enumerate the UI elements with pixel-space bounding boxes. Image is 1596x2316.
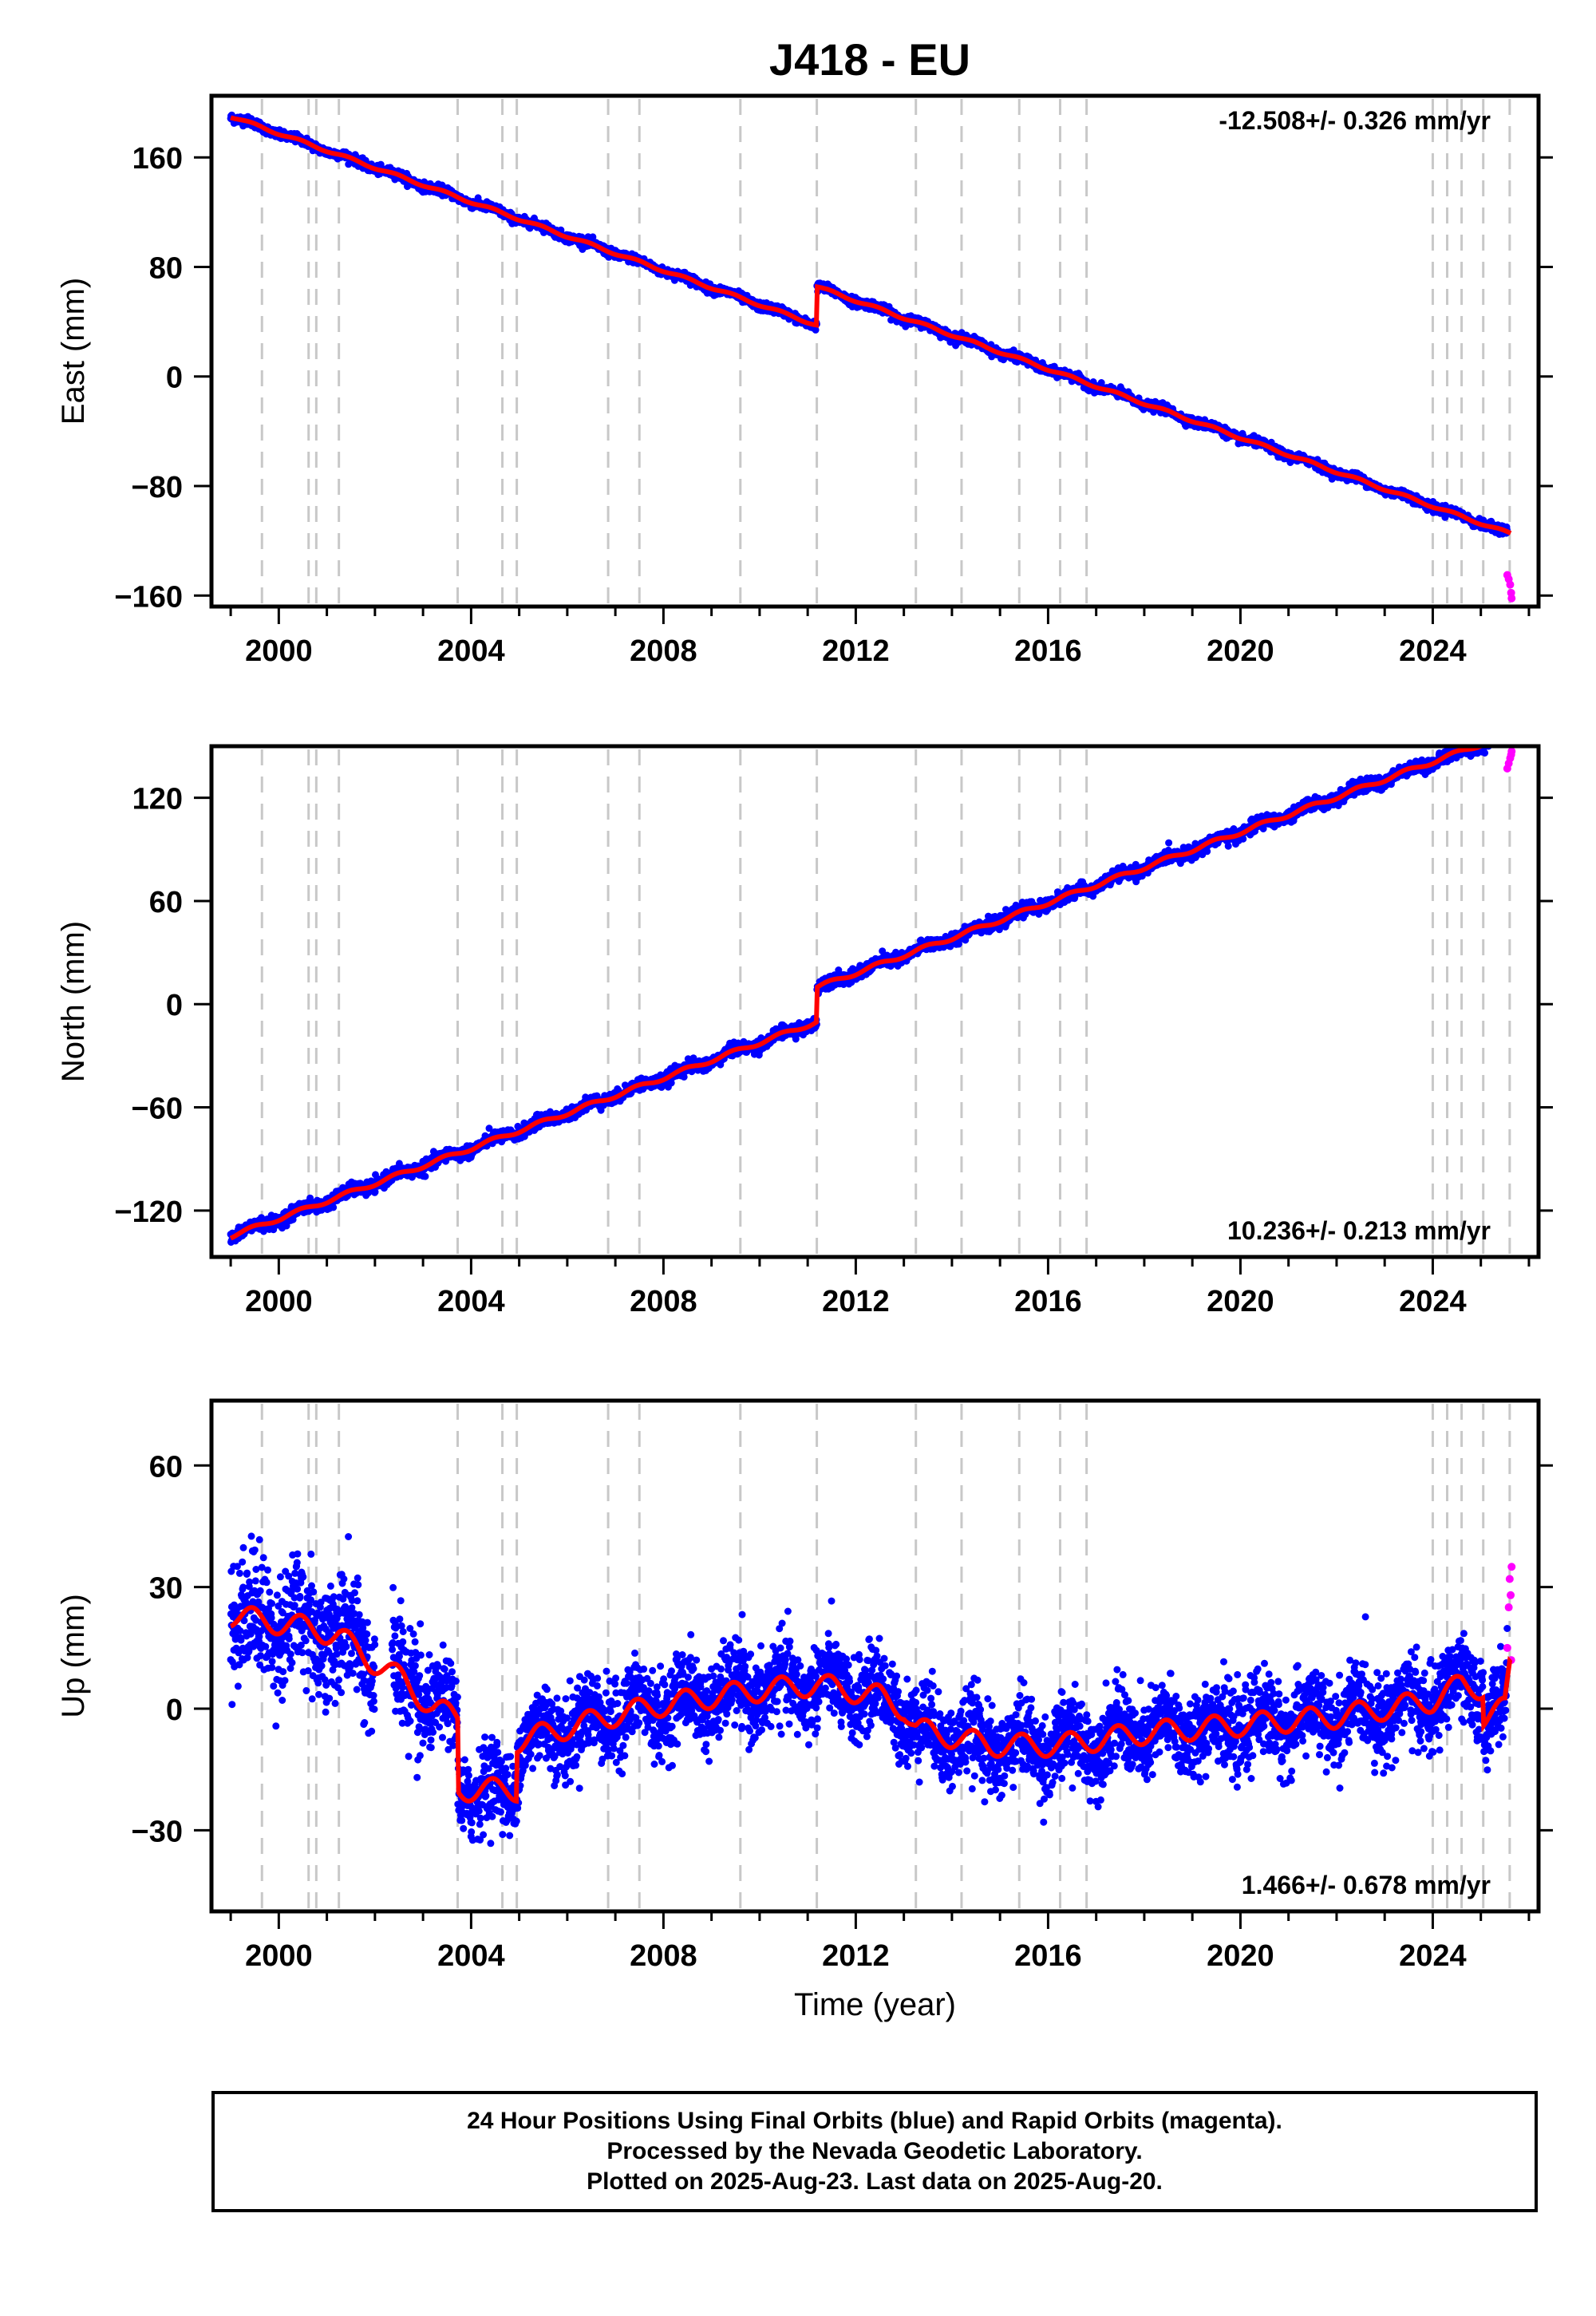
plot-frame — [209, 744, 1541, 1259]
model-line — [230, 1605, 1513, 1804]
x-tick-label: 2016 — [1014, 1939, 1082, 1973]
x-tick-label: 2016 — [1014, 1285, 1082, 1318]
plot-frame — [209, 93, 1541, 609]
footer-line-3: Plotted on 2025-Aug-23. Last data on 202… — [587, 2168, 1163, 2195]
x-tick-label: 2012 — [822, 1939, 890, 1973]
x-tick-label: 2004 — [437, 1285, 505, 1318]
x-tick-label: 2008 — [630, 634, 697, 668]
y-tick-label: −80 — [132, 471, 183, 504]
y-axis-label: East (mm) — [56, 278, 91, 425]
y-tick-label: −30 — [132, 1815, 183, 1848]
rate-annotation: 1.466+/- 0.678 mm/yr — [1242, 1871, 1491, 1899]
x-tick-label: 2000 — [245, 634, 313, 668]
x-tick-label: 2004 — [437, 634, 505, 668]
panel-north: 2000 2004 2008 2012 2016 2020 2024 −120 −60 0 60 12… — [56, 744, 1553, 1318]
panel-up: 2000 2004 2008 2012 2016 2020 2024 −30 0 30 60 Up (… — [56, 1398, 1553, 2022]
model-line — [229, 746, 1487, 1241]
y-tick-label: 0 — [166, 1694, 183, 1727]
y-tick-label: 0 — [166, 989, 183, 1022]
x-tick-label: 2020 — [1207, 1939, 1274, 1973]
rapid-orbit-point — [1507, 1591, 1515, 1599]
y-tick-label: 0 — [166, 362, 183, 395]
y-tick-label: 60 — [149, 1450, 183, 1484]
y-axis-label: Up (mm) — [56, 1594, 91, 1718]
rapid-orbit-point — [1504, 1603, 1513, 1612]
panel-east: 2000 2004 2008 2012 2016 2020 2024 −160 −80 0 80 16… — [56, 93, 1553, 668]
rapid-orbit-point — [1505, 1575, 1514, 1583]
x-tick-label: 2024 — [1399, 634, 1467, 668]
x-axis-label: Time (year) — [794, 1987, 956, 2022]
y-tick-label: −60 — [132, 1093, 183, 1126]
x-tick-label: 2024 — [1399, 1285, 1467, 1318]
x-tick-label: 2012 — [822, 1285, 890, 1318]
y-tick-label: 160 — [132, 142, 183, 176]
x-tick-label: 2008 — [630, 1939, 697, 1973]
y-tick-label: 120 — [132, 783, 183, 816]
x-tick-label: 2024 — [1399, 1939, 1467, 1973]
rate-annotation: 10.236+/- 0.213 mm/yr — [1227, 1216, 1491, 1245]
rapid-orbit-point — [1506, 580, 1515, 589]
footer-line-2: Processed by the Nevada Geodetic Laborat… — [606, 2138, 1143, 2164]
y-tick-label: −160 — [114, 580, 183, 614]
y-tick-label: 60 — [149, 886, 183, 919]
rapid-orbit-point — [1507, 747, 1516, 756]
model-line — [230, 115, 1512, 536]
y-tick-label: 30 — [149, 1572, 183, 1606]
x-tick-label: 2000 — [245, 1285, 313, 1318]
rate-annotation: -12.508+/- 0.326 mm/yr — [1219, 106, 1491, 135]
y-tick-label: 80 — [149, 251, 183, 285]
x-tick-label: 2020 — [1207, 634, 1274, 668]
x-tick-label: 2012 — [822, 634, 890, 668]
rapid-orbit-point — [1507, 594, 1516, 603]
y-axis-label: North (mm) — [56, 921, 91, 1082]
rapid-orbit-point — [1507, 1563, 1516, 1571]
rapid-orbit-point — [1503, 1643, 1511, 1652]
final-orbit-marks — [227, 111, 1511, 539]
x-tick-label: 2020 — [1207, 1285, 1274, 1318]
chart-title: J418 - EU — [768, 34, 971, 85]
x-tick-label: 2016 — [1014, 634, 1082, 668]
plot-frame — [209, 1398, 1541, 1914]
x-tick-label: 2000 — [245, 1939, 313, 1973]
footer-box: 24 Hour Positions Using Final Orbits (bl… — [211, 2091, 1538, 2212]
footer-line-1: 24 Hour Positions Using Final Orbits (bl… — [467, 2108, 1282, 2134]
x-tick-label: 2004 — [437, 1939, 505, 1973]
x-tick-label: 2008 — [630, 1285, 697, 1318]
y-tick-label: −120 — [114, 1196, 183, 1229]
final-orbit-points — [227, 111, 1511, 539]
